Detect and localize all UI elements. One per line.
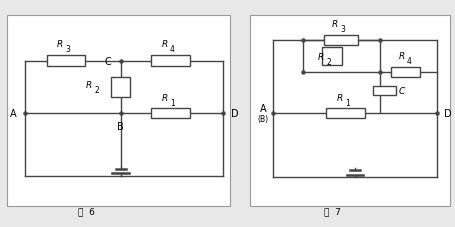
- Text: 图  6: 图 6: [78, 207, 95, 216]
- Text: R: R: [86, 81, 92, 90]
- Bar: [327, 108, 365, 119]
- Text: 2: 2: [94, 86, 99, 95]
- Text: 1: 1: [345, 98, 349, 107]
- Text: A: A: [10, 109, 17, 118]
- Bar: [151, 108, 190, 119]
- Bar: [391, 68, 420, 77]
- Bar: [151, 56, 190, 67]
- Bar: [323, 48, 342, 65]
- Bar: [111, 77, 130, 98]
- Text: 图  7: 图 7: [324, 207, 341, 216]
- Text: D: D: [231, 109, 238, 118]
- Text: 3: 3: [65, 45, 70, 54]
- Text: R: R: [337, 93, 343, 102]
- Text: C: C: [399, 86, 405, 95]
- Bar: [373, 86, 396, 95]
- FancyBboxPatch shape: [7, 16, 230, 207]
- Text: D: D: [445, 109, 452, 118]
- Text: 4: 4: [407, 57, 412, 66]
- Text: R: R: [162, 40, 168, 49]
- Text: 4: 4: [170, 45, 175, 54]
- Bar: [46, 56, 86, 67]
- Text: 1: 1: [170, 98, 174, 107]
- Text: (B): (B): [258, 114, 268, 123]
- Text: R: R: [162, 93, 168, 102]
- Text: R: R: [318, 52, 324, 61]
- Text: 3: 3: [340, 25, 345, 34]
- Text: R: R: [399, 52, 405, 61]
- Text: 2: 2: [326, 57, 331, 66]
- Text: A: A: [260, 104, 266, 114]
- Text: C: C: [105, 56, 111, 66]
- Bar: [324, 36, 359, 46]
- Text: R: R: [332, 20, 339, 29]
- Text: B: B: [117, 121, 124, 131]
- Text: R: R: [57, 40, 63, 49]
- FancyBboxPatch shape: [250, 16, 450, 207]
